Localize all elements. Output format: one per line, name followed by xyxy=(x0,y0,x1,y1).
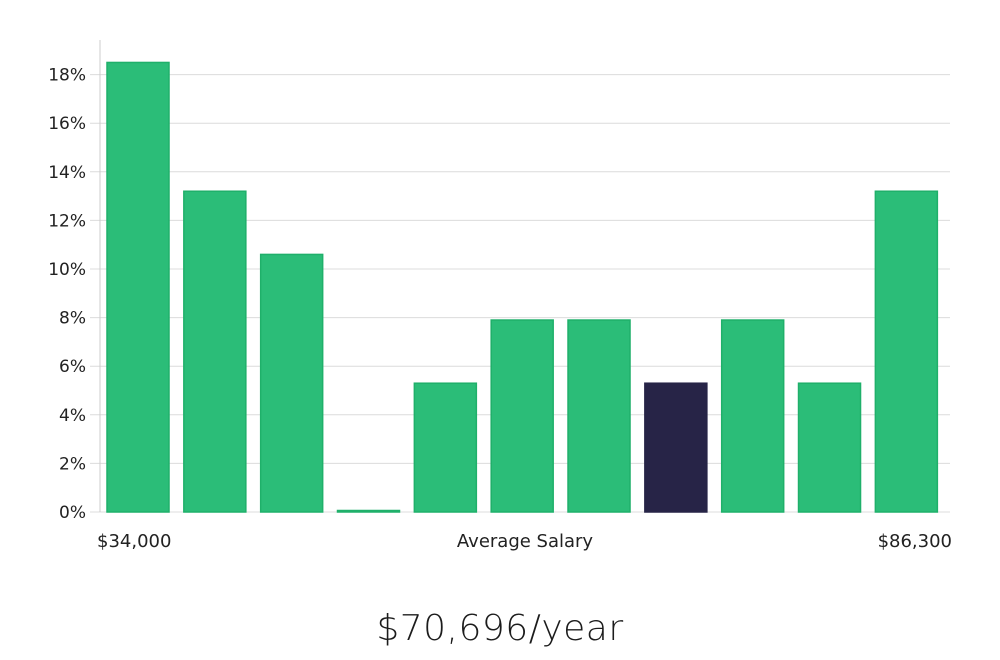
bar xyxy=(259,253,324,513)
bar xyxy=(106,61,170,513)
y-tick-label: 14% xyxy=(48,163,86,183)
average-salary-value: $70,696/year xyxy=(376,608,624,649)
x-axis-max-label: $86,300 xyxy=(878,531,952,552)
x-axis-min-label: $34,000 xyxy=(97,531,171,552)
y-tick-label: 8% xyxy=(59,309,86,329)
bar xyxy=(490,319,554,513)
bar xyxy=(567,319,631,513)
y-tick-label: 16% xyxy=(48,114,86,134)
bars xyxy=(106,61,939,513)
bar xyxy=(720,319,785,513)
x-axis-title: Average Salary xyxy=(457,531,594,552)
y-tick-label: 10% xyxy=(48,260,86,280)
y-tick-label: 18% xyxy=(48,66,86,86)
y-tick-label: 0% xyxy=(59,503,86,523)
y-axis-tick-labels: 0% 2% 4% 6% 8% 10% 12% 14% 16% 18% xyxy=(48,66,86,523)
y-tick-label: 2% xyxy=(59,454,86,474)
bar xyxy=(874,190,939,513)
bar xyxy=(183,190,247,513)
y-tick-label: 4% xyxy=(59,406,86,426)
salary-distribution-chart: 0% 2% 4% 6% 8% 10% 12% 14% 16% 18% $34,000 Averag… xyxy=(48,40,952,552)
y-tick-label: 6% xyxy=(59,357,86,377)
bar xyxy=(336,509,401,513)
bar-highlighted xyxy=(644,382,708,513)
bar xyxy=(797,382,862,513)
y-tick-label: 12% xyxy=(48,211,86,231)
bar xyxy=(413,382,478,513)
